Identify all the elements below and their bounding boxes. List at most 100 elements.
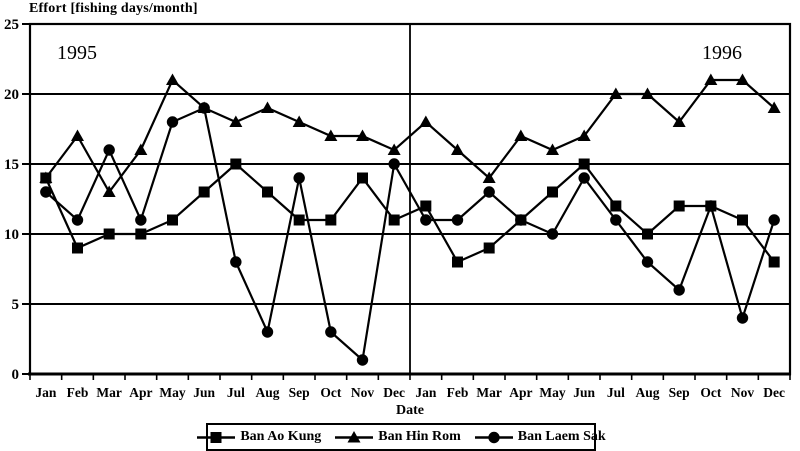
data-point-circle: [673, 284, 685, 296]
data-point-triangle: [736, 73, 749, 85]
x-tick-label: Apr: [129, 385, 152, 400]
x-tick-label: Sep: [669, 385, 690, 400]
x-tick-label: Jun: [193, 385, 215, 400]
x-tick-label: Feb: [67, 385, 89, 400]
y-tick-label: 20: [4, 87, 19, 103]
x-tick-label: Apr: [509, 385, 532, 400]
data-point-square: [452, 256, 463, 268]
x-axis-title: Date: [396, 403, 424, 418]
y-tick-label: 15: [4, 157, 19, 173]
data-point-square: [293, 214, 305, 226]
data-point-circle: [230, 256, 242, 268]
data-point-circle: [610, 214, 622, 226]
data-point-circle: [356, 354, 369, 366]
data-point-triangle: [356, 129, 369, 141]
legend: Ban Ao Kung Ban Hin Rom Ban Laem Sak: [197, 423, 606, 451]
data-point-square: [642, 228, 653, 240]
data-point-square: [388, 214, 400, 226]
data-point-square: [325, 214, 337, 226]
data-point-circle: [388, 158, 400, 170]
data-point-triangle: [514, 129, 528, 141]
data-point-circle: [71, 214, 84, 226]
x-tick-label: Feb: [447, 385, 469, 400]
x-tick-label: Dec: [763, 385, 785, 400]
data-point-circle: [40, 186, 52, 198]
data-point-circle: [451, 214, 464, 226]
data-point-circle: [420, 214, 432, 226]
data-point-circle: [198, 102, 210, 114]
x-tick-label: Nov: [731, 385, 754, 400]
data-point-square: [72, 242, 83, 254]
data-point-triangle: [482, 171, 496, 183]
y-tick-label: 5: [12, 297, 20, 313]
data-point-triangle: [641, 87, 654, 99]
x-tick-label: Aug: [635, 385, 659, 400]
data-point-circle: [578, 172, 590, 184]
year-label-1995: 1995: [57, 42, 97, 64]
data-point-triangle: [577, 129, 591, 141]
data-point-square: [673, 200, 685, 212]
x-tick-label: Jan: [35, 385, 57, 400]
data-point-square: [705, 200, 717, 212]
x-tick-label: Oct: [700, 385, 721, 400]
x-tick-label: Jun: [573, 385, 595, 400]
data-point-triangle: [546, 143, 559, 155]
data-point-square: [357, 172, 368, 184]
data-point-triangle: [451, 143, 464, 155]
x-tick-label: May: [539, 385, 565, 400]
data-point-circle: [546, 228, 559, 240]
x-tick-label: Jan: [415, 385, 437, 400]
square-marker-icon: [197, 431, 236, 443]
data-point-triangle: [672, 115, 686, 127]
data-point-triangle: [229, 115, 243, 127]
data-point-square: [167, 214, 178, 226]
legend-label: Ban Laem Sak: [517, 429, 606, 444]
circle-marker-icon: [474, 431, 513, 443]
data-point-circle: [261, 326, 274, 338]
data-point-square: [610, 200, 622, 212]
x-tick-label: Dec: [383, 385, 405, 400]
data-point-square: [737, 214, 748, 226]
y-tick-label: 25: [4, 17, 19, 33]
data-point-square: [578, 158, 590, 170]
data-point-triangle: [166, 73, 179, 85]
chart-title: Effort [fishing days/month]: [29, 1, 198, 16]
data-point-triangle: [609, 87, 623, 99]
data-point-square: [198, 186, 210, 198]
triangle-marker-icon: [335, 430, 374, 442]
data-point-triangle: [387, 143, 401, 155]
data-point-circle: [768, 214, 780, 226]
data-point-square: [230, 158, 242, 170]
legend-label: Ban Hin Rom: [378, 429, 461, 444]
data-point-circle: [293, 172, 305, 184]
data-point-triangle: [419, 115, 433, 127]
data-point-triangle: [292, 115, 306, 127]
data-point-square: [515, 214, 527, 226]
legend-item-ban-hin-rom: Ban Hin Rom: [334, 429, 461, 445]
data-point-circle: [325, 326, 337, 338]
data-point-triangle: [71, 129, 84, 141]
data-point-circle: [166, 116, 179, 128]
x-tick-label: May: [159, 385, 185, 400]
data-point-triangle: [704, 73, 718, 85]
data-point-circle: [135, 214, 147, 226]
year-label-1996: 1996: [702, 42, 742, 64]
data-point-circle: [736, 312, 749, 324]
data-point-square: [483, 242, 495, 254]
x-tick-label: Sep: [289, 385, 310, 400]
x-tick-label: Mar: [96, 385, 121, 400]
data-point-triangle: [134, 143, 148, 155]
data-point-square: [768, 256, 780, 268]
legend-item-ban-laem-sak: Ban Laem Sak: [474, 429, 606, 445]
data-point-square: [547, 186, 558, 198]
data-point-square: [40, 172, 52, 184]
data-point-square: [262, 186, 273, 198]
data-point-triangle: [767, 101, 781, 113]
y-tick-label: 10: [4, 227, 19, 243]
x-tick-label: Jul: [227, 385, 245, 400]
series-line-ban-laem-sak: [45, 106, 776, 363]
data-point-triangle: [102, 185, 116, 197]
data-point-circle: [483, 186, 495, 198]
